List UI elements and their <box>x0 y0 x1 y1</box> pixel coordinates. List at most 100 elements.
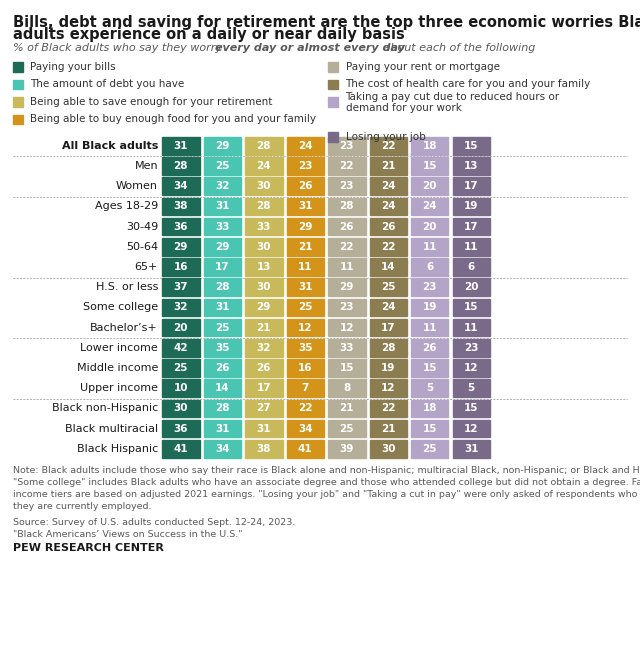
Text: 31: 31 <box>464 444 479 454</box>
Bar <box>411 137 449 155</box>
Bar <box>287 400 324 417</box>
Bar <box>245 440 282 458</box>
Bar <box>369 177 407 195</box>
Text: 24: 24 <box>422 202 437 212</box>
Text: 41: 41 <box>298 444 312 454</box>
Bar <box>452 238 490 255</box>
Text: 32: 32 <box>215 181 230 191</box>
Bar <box>452 319 490 336</box>
Bar <box>328 258 365 276</box>
Text: 26: 26 <box>381 222 396 232</box>
Bar <box>287 339 324 357</box>
Bar <box>245 137 282 155</box>
Bar <box>204 400 241 417</box>
Bar <box>369 278 407 296</box>
Text: 7: 7 <box>301 383 309 393</box>
Bar <box>369 380 407 397</box>
Bar <box>287 198 324 215</box>
Text: 20: 20 <box>464 282 479 292</box>
Bar <box>204 157 241 175</box>
Text: 12: 12 <box>464 423 479 433</box>
Text: 17: 17 <box>464 222 479 232</box>
Text: 23: 23 <box>339 302 354 312</box>
Text: 21: 21 <box>298 242 312 252</box>
Text: every day or almost every day: every day or almost every day <box>215 43 405 53</box>
Text: 19: 19 <box>381 363 396 373</box>
Text: 11: 11 <box>298 262 312 272</box>
Bar <box>245 400 282 417</box>
Text: 23: 23 <box>464 343 479 353</box>
Text: 13: 13 <box>464 161 479 171</box>
Text: 13: 13 <box>257 262 271 272</box>
Bar <box>162 298 200 316</box>
Text: 31: 31 <box>215 202 230 212</box>
Text: 19: 19 <box>422 302 437 312</box>
Text: 14: 14 <box>381 262 396 272</box>
Text: 11: 11 <box>422 242 437 252</box>
Text: 25: 25 <box>215 323 230 333</box>
Text: 31: 31 <box>173 140 188 151</box>
Text: 11: 11 <box>422 323 437 333</box>
Bar <box>13 97 22 106</box>
Bar <box>245 157 282 175</box>
Text: 22: 22 <box>381 140 396 151</box>
Bar <box>328 198 365 215</box>
Bar <box>369 218 407 235</box>
Bar <box>287 420 324 437</box>
Bar <box>287 238 324 255</box>
Text: Black non-Hispanic: Black non-Hispanic <box>52 403 158 413</box>
Bar <box>13 79 22 89</box>
Text: Ages 18-29: Ages 18-29 <box>95 202 158 212</box>
Bar <box>369 319 407 336</box>
Bar <box>162 137 200 155</box>
Bar <box>328 319 365 336</box>
Text: 17: 17 <box>381 323 396 333</box>
Text: 24: 24 <box>381 202 396 212</box>
Text: 31: 31 <box>215 423 230 433</box>
Text: 28: 28 <box>339 202 354 212</box>
Bar <box>245 177 282 195</box>
Bar <box>287 440 324 458</box>
Text: 18: 18 <box>422 140 437 151</box>
Bar <box>245 218 282 235</box>
Bar <box>245 198 282 215</box>
Text: 12: 12 <box>464 363 479 373</box>
Bar <box>328 298 365 316</box>
Text: 24: 24 <box>257 161 271 171</box>
Text: 28: 28 <box>257 202 271 212</box>
Bar <box>162 420 200 437</box>
Text: 15: 15 <box>464 302 479 312</box>
Bar <box>328 440 365 458</box>
Text: 11: 11 <box>464 242 479 252</box>
Bar <box>162 238 200 255</box>
Text: 22: 22 <box>381 403 396 413</box>
Bar <box>452 157 490 175</box>
Text: 38: 38 <box>257 444 271 454</box>
Text: 34: 34 <box>215 444 230 454</box>
Text: 24: 24 <box>298 140 312 151</box>
Text: about each of the following: about each of the following <box>380 43 536 53</box>
Text: 21: 21 <box>381 161 396 171</box>
Bar <box>162 400 200 417</box>
Bar <box>328 218 365 235</box>
Text: Women: Women <box>116 181 158 191</box>
Text: Lower income: Lower income <box>80 343 158 353</box>
Bar <box>452 339 490 357</box>
Bar <box>369 440 407 458</box>
Text: 30-49: 30-49 <box>125 222 158 232</box>
Bar <box>411 440 449 458</box>
Bar <box>411 420 449 437</box>
Bar <box>328 97 337 106</box>
Text: 12: 12 <box>298 323 312 333</box>
Bar <box>287 360 324 377</box>
Bar <box>204 440 241 458</box>
Text: 26: 26 <box>422 343 437 353</box>
Text: 35: 35 <box>215 343 230 353</box>
Text: 24: 24 <box>381 302 396 312</box>
Text: H.S. or less: H.S. or less <box>95 282 158 292</box>
Bar <box>13 114 22 124</box>
Bar <box>328 360 365 377</box>
Text: 20: 20 <box>422 222 437 232</box>
Text: 31: 31 <box>257 423 271 433</box>
Text: 28: 28 <box>215 282 230 292</box>
